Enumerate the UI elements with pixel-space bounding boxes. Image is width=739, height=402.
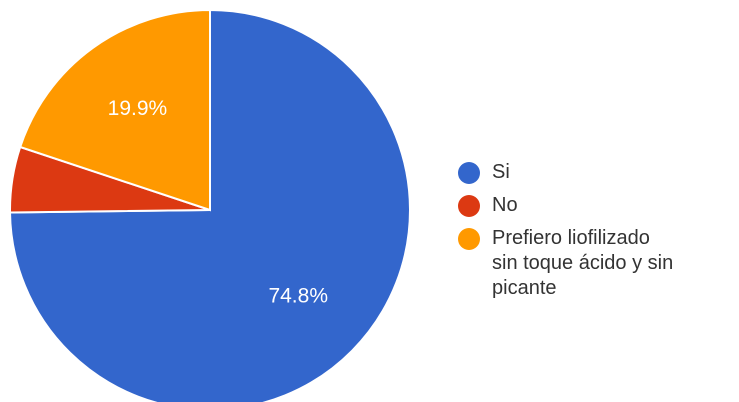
pie-labels: 74.8% 19.9% (108, 97, 328, 308)
legend-label-prefiero: Prefiero liofilizado sin toque ácido y s… (492, 227, 674, 299)
slice-label-si: 74.8% (268, 285, 328, 308)
pie-slice-prefiero[interactable] (18, 8, 211, 212)
legend-label-no: No (492, 194, 518, 216)
legend-item-no[interactable]: No (458, 193, 733, 218)
legend-item-si[interactable]: Si (458, 160, 733, 185)
pie-slices (9, 8, 411, 402)
legend-label-si: Si (492, 161, 510, 183)
legend-swatch-no (458, 195, 480, 217)
legend-item-prefiero[interactable]: Prefiero liofilizado sin toque ácido y s… (458, 226, 733, 301)
legend-swatch-si (458, 162, 480, 184)
slice-label-prefiero: 19.9% (108, 97, 168, 120)
chart-legend: Si No Prefiero liofilizado sin toque áci… (458, 160, 733, 309)
legend-swatch-prefiero (458, 228, 480, 250)
pie-slice-si[interactable] (9, 8, 411, 402)
